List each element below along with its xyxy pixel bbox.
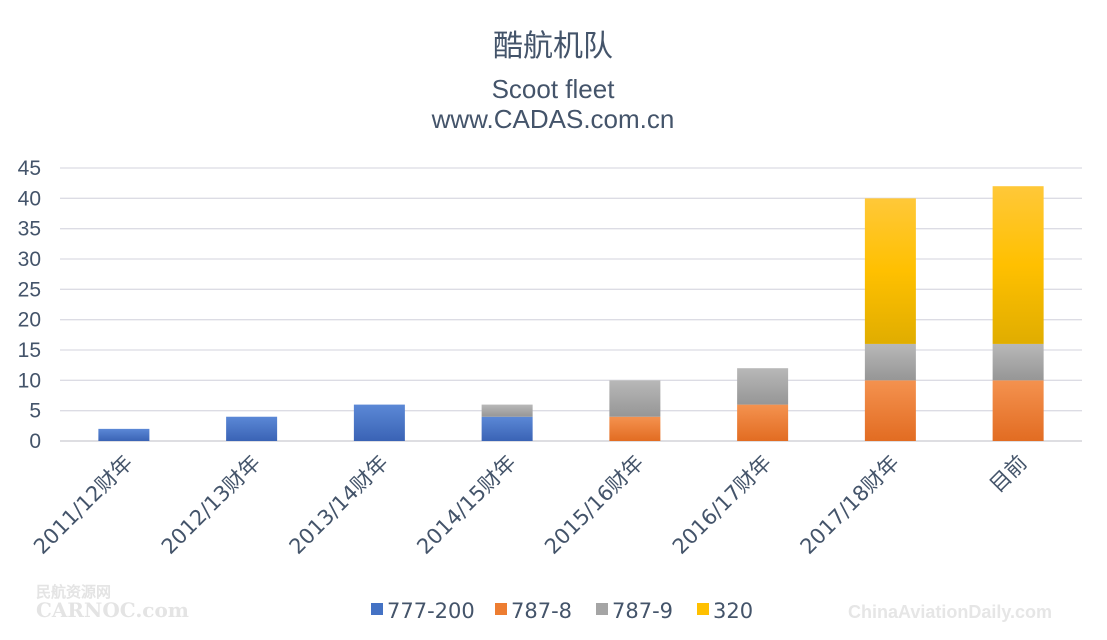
bar-segment xyxy=(98,428,150,441)
bar-segment xyxy=(864,198,916,344)
x-axis: 2011/12财年 2012/13财年 2013/14财年 2014/15财年 2015… xyxy=(29,451,1032,559)
y-tick-label: 0 xyxy=(29,430,41,453)
x-tick-label: 2013/14财年 xyxy=(285,451,393,559)
legend-item: 320 xyxy=(697,599,753,623)
x-tick-label: 2017/18财年 xyxy=(796,451,904,559)
legend-item: 787-8 xyxy=(495,599,572,623)
legend-label: 787-8 xyxy=(511,599,572,623)
y-tick-label: 40 xyxy=(18,187,41,210)
y-tick-label: 30 xyxy=(18,248,41,271)
watermark-left: 民航资源网 CARNOC.com xyxy=(36,583,189,622)
legend: 777-200 787-8 787-9 320 xyxy=(371,599,753,623)
legend-swatch xyxy=(495,603,507,615)
legend-item: 777-200 xyxy=(371,599,475,623)
bar-segment xyxy=(481,404,533,417)
bar-segment xyxy=(226,416,278,441)
watermark-left-top: 民航资源网 xyxy=(36,583,111,601)
y-tick-label: 35 xyxy=(18,218,41,241)
bar-segment xyxy=(737,368,789,405)
y-tick-label: 5 xyxy=(29,400,41,423)
bar-segment xyxy=(992,186,1044,344)
bar-segment xyxy=(609,416,661,441)
chart-subtitle: Scoot fleet xyxy=(492,74,616,104)
legend-swatch xyxy=(596,603,608,615)
legend-swatch xyxy=(697,603,709,615)
y-tick-label: 20 xyxy=(18,309,41,332)
chart-title: 酷航机队 xyxy=(493,29,613,64)
bar-segment xyxy=(481,416,533,441)
bar-segment xyxy=(992,380,1044,441)
bar-segment xyxy=(992,343,1044,381)
legend-item: 787-9 xyxy=(596,599,673,623)
y-tick-label: 15 xyxy=(18,339,41,362)
x-tick-label: 目前 xyxy=(985,451,1032,498)
x-tick-label: 2011/12财年 xyxy=(29,451,137,559)
watermark-right: ChinaAviationDaily.com xyxy=(848,602,1052,622)
x-tick-label: 2014/15财年 xyxy=(412,451,520,559)
bar-segment xyxy=(864,343,916,381)
y-tick-label: 25 xyxy=(18,278,41,301)
bar-segment xyxy=(864,380,916,441)
x-tick-label: 2015/16财年 xyxy=(540,451,648,559)
gridlines xyxy=(60,167,1082,442)
y-tick-label: 10 xyxy=(18,369,41,392)
bar-segment xyxy=(353,404,405,441)
y-axis: 0 5 10 15 20 25 30 35 40 45 xyxy=(18,157,41,453)
x-tick-label: 2012/13财年 xyxy=(157,451,265,559)
x-tick-label: 2016/17财年 xyxy=(668,451,776,559)
legend-label: 777-200 xyxy=(387,599,475,623)
legend-label: 320 xyxy=(713,599,753,623)
y-tick-label: 45 xyxy=(18,157,41,180)
watermark-left-bottom: CARNOC.com xyxy=(36,598,189,622)
legend-label: 787-9 xyxy=(612,599,673,623)
bar-segment xyxy=(609,380,661,417)
legend-swatch xyxy=(371,603,383,615)
bars xyxy=(98,186,1044,441)
chart-source: www.CADAS.com.cn xyxy=(431,104,675,134)
bar-segment xyxy=(737,404,789,441)
